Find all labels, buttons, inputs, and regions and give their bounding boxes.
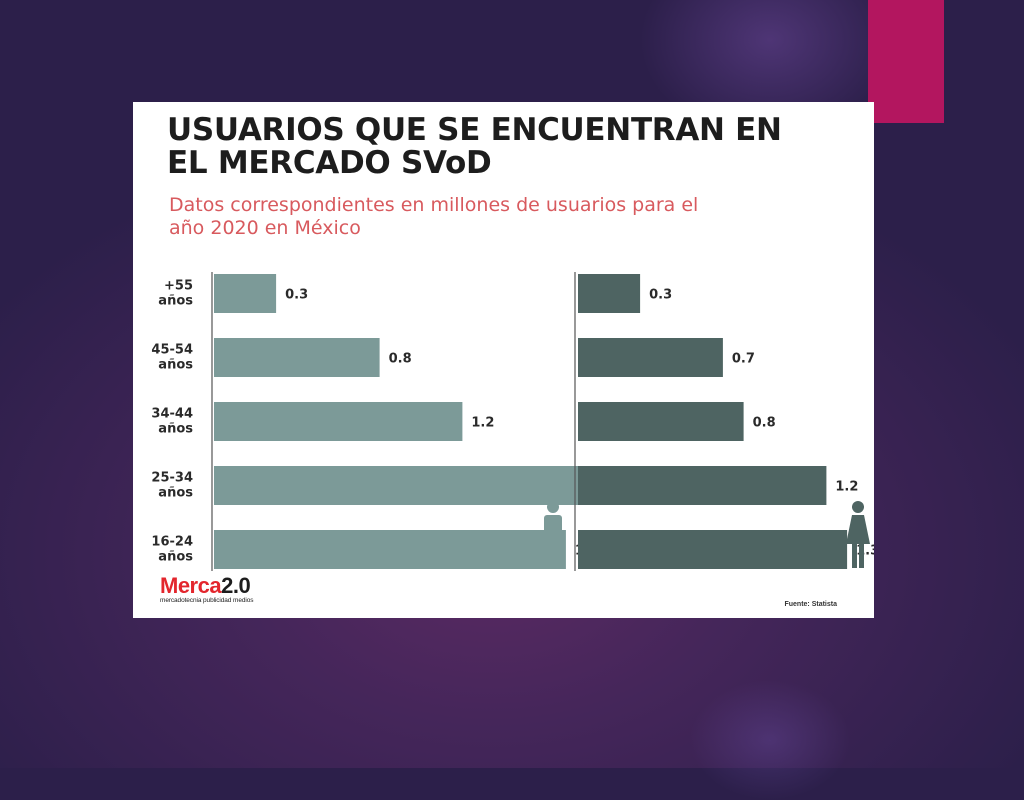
logo-version: 2.0	[221, 573, 251, 598]
male-icon-leg	[546, 539, 552, 567]
chart-subtitle: Datos correspondientes en millones de us…	[169, 194, 699, 239]
female-icon-leg	[852, 542, 857, 568]
male-icon-body	[544, 515, 562, 541]
accent-block	[868, 0, 944, 123]
female-value-label: 0.8	[753, 416, 776, 431]
female-person-icon	[846, 501, 870, 568]
female-value-label: 0.7	[732, 352, 755, 367]
male-bar	[214, 402, 463, 441]
female-bar	[578, 530, 848, 569]
chart-title: USUARIOS QUE SE ENCUENTRAN EN EL MERCADO…	[167, 112, 782, 181]
category-label: 34-44 años	[151, 407, 193, 437]
female-value-label: 1.2	[835, 480, 858, 495]
background-glow	[690, 680, 850, 800]
category-label: 16-24 años	[151, 535, 193, 565]
male-icon-head	[547, 501, 559, 513]
female-bar	[578, 402, 744, 441]
male-value-label: 0.8	[389, 352, 412, 367]
female-bar	[578, 274, 641, 313]
merca-logo: Merca2.0 mercadotecnia publicidad medios	[160, 575, 253, 605]
source-note: Fuente: Statista	[784, 601, 837, 608]
male-icon-leg	[554, 539, 560, 567]
female-bar	[578, 338, 723, 377]
male-value-label: 1.2	[471, 416, 494, 431]
male-bar	[214, 274, 277, 313]
male-person-icon	[544, 501, 562, 567]
female-value-label: 1.3	[856, 544, 874, 559]
female-icon-head	[852, 501, 864, 513]
female-icon-leg	[859, 542, 864, 568]
male-bar	[214, 466, 587, 505]
logo-brand: Merca	[160, 573, 222, 598]
bar-chart: +55 años 45-54 años 34-44 años 25-34 años 16-24 a…	[151, 272, 874, 571]
infographic-card: USUARIOS QUE SE ENCUENTRAN EN EL MERCADO…	[133, 102, 874, 618]
female-value-label: 0.3	[649, 288, 672, 303]
female-icon-dress	[846, 515, 870, 544]
category-label: +55 años	[158, 279, 193, 309]
male-bar	[214, 338, 380, 377]
logo-tagline: mercadotecnia publicidad medios	[160, 597, 254, 604]
female-bar	[578, 466, 827, 505]
category-label: 25-34 años	[151, 471, 193, 501]
male-bar	[214, 530, 566, 569]
category-label: 45-54 años	[151, 343, 193, 373]
male-value-label: 0.3	[285, 288, 308, 303]
